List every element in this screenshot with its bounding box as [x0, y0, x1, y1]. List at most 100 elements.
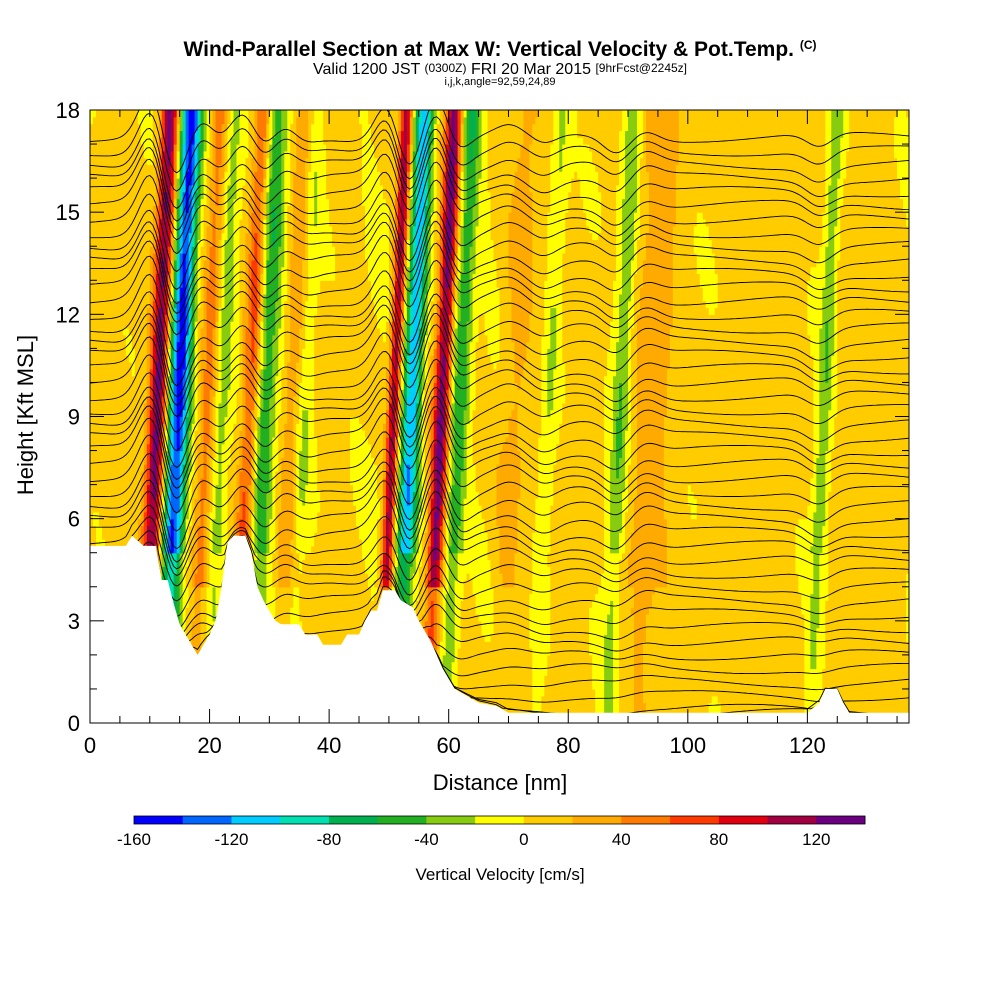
field-cell — [167, 457, 172, 465]
field-cell — [167, 375, 172, 384]
field-cell — [90, 307, 94, 315]
field-cell — [131, 123, 136, 132]
field-cell — [167, 341, 172, 349]
field-cell — [131, 300, 136, 309]
field-cell — [128, 293, 133, 302]
field-cell — [170, 259, 175, 268]
field-cell — [140, 110, 145, 118]
field-cell — [140, 314, 145, 322]
field-cell — [158, 116, 163, 125]
field-cell — [173, 593, 178, 601]
field-cell — [95, 246, 100, 254]
field-cell — [137, 362, 142, 370]
field-cell — [95, 225, 100, 234]
field-cell — [128, 389, 133, 397]
field-cell — [119, 171, 124, 179]
field-cell — [173, 110, 178, 111]
field-cell — [152, 246, 157, 254]
field-cell — [140, 334, 145, 343]
field-cell — [113, 218, 118, 227]
field-cell — [90, 539, 94, 547]
field-cell — [149, 116, 154, 125]
field-cell — [104, 150, 109, 159]
field-cell — [119, 157, 124, 166]
field-cell — [149, 518, 154, 527]
field-cell — [116, 307, 121, 315]
field-cell — [125, 443, 130, 452]
field-cell — [125, 273, 130, 281]
field-cell — [98, 293, 103, 302]
field-cell — [167, 307, 172, 315]
field-cell — [119, 382, 124, 390]
field-cell — [146, 137, 151, 145]
field-cell — [113, 178, 118, 186]
field-cell — [194, 110, 199, 111]
field-cell — [146, 362, 151, 370]
field-cell — [140, 362, 145, 370]
field-cell — [161, 511, 166, 520]
field-cell — [116, 375, 121, 384]
field-cell — [158, 259, 163, 268]
field-cell — [170, 545, 175, 554]
field-cell — [116, 362, 121, 370]
field-cell — [101, 239, 106, 247]
field-cell — [161, 144, 166, 152]
field-cell — [140, 225, 145, 234]
field-cell — [158, 511, 163, 520]
field-cell — [161, 423, 166, 431]
field-cell — [158, 293, 163, 302]
field-cell — [158, 253, 163, 261]
field-cell — [140, 266, 145, 275]
field-cell — [125, 532, 130, 540]
field-cell — [149, 396, 154, 404]
field-cell — [149, 423, 154, 431]
field-cell — [128, 477, 133, 486]
field-cell — [134, 110, 139, 111]
field-cell — [167, 266, 172, 275]
field-cell — [131, 232, 136, 241]
field-cell — [170, 198, 175, 206]
field-cell — [140, 253, 145, 261]
field-cell — [152, 123, 157, 132]
field-cell — [92, 375, 97, 384]
field-cell — [128, 157, 133, 166]
field-cell — [164, 362, 169, 370]
field-cell — [161, 123, 166, 132]
field-cell — [98, 280, 103, 288]
field-cell — [128, 232, 133, 241]
field-cell — [137, 423, 142, 431]
field-cell — [104, 280, 109, 288]
field-cell — [149, 232, 154, 241]
field-cell — [134, 137, 139, 145]
field-cell — [101, 253, 106, 261]
field-cell — [161, 110, 166, 118]
field-cell — [146, 498, 151, 506]
field-cell — [167, 314, 172, 322]
field-cell — [92, 157, 97, 166]
field-cell — [170, 402, 175, 411]
field-cell — [90, 184, 94, 193]
field-cell — [95, 307, 100, 315]
field-cell — [107, 144, 112, 152]
field-cell — [101, 477, 106, 486]
field-cell — [146, 477, 151, 486]
field-cell — [90, 130, 94, 138]
field-cell — [170, 300, 175, 309]
field-cell — [110, 368, 115, 377]
field-cell — [128, 184, 133, 193]
field-cell — [107, 150, 112, 159]
field-cell — [152, 511, 157, 520]
field-cell — [101, 144, 106, 152]
field-cell — [113, 239, 118, 247]
field-cell — [90, 253, 94, 261]
field-cell — [128, 198, 133, 206]
field-cell — [125, 436, 130, 445]
field-cell — [137, 225, 142, 234]
field-cell — [155, 457, 160, 465]
field-cell — [122, 253, 127, 261]
field-cell — [161, 525, 166, 533]
field-cell — [170, 450, 175, 458]
field-cell — [90, 110, 94, 118]
field-cell — [134, 423, 139, 431]
field-cell — [104, 239, 109, 247]
